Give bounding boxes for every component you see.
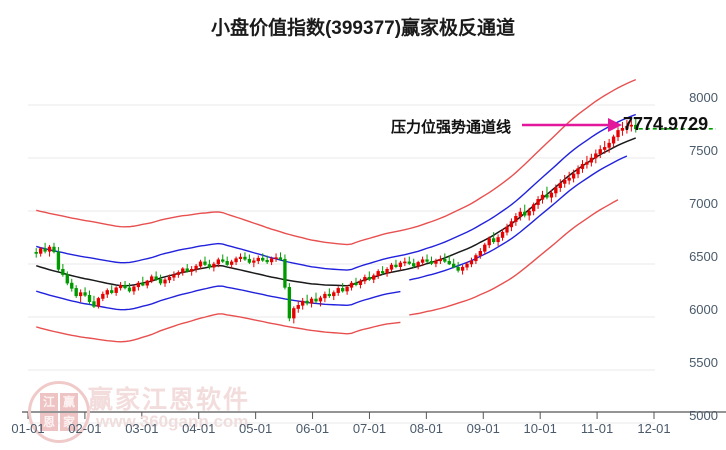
- y-axis-tick: 7000: [689, 196, 718, 211]
- x-axis-tick: 06-01: [295, 421, 330, 436]
- y-axis-tick: 5500: [689, 355, 718, 370]
- y-axis-tick: 5000: [689, 408, 718, 423]
- y-axis-tick: 6500: [689, 249, 718, 264]
- x-axis-tick: 08-01: [409, 421, 443, 436]
- page-title: 小盘价值指数(399377)赢家极反通道: [210, 18, 516, 39]
- x-axis-tick: 07-01: [352, 421, 387, 436]
- x-axis-tick: 10-01: [523, 421, 557, 436]
- gridlines: [28, 104, 655, 424]
- outer-channel-lines: [36, 78, 637, 343]
- x-axis-tick: 09-01: [466, 421, 500, 436]
- x-axis-tick: 03-01: [125, 421, 159, 436]
- y-axis-tick: 8000: [689, 90, 718, 105]
- y-axis-tick: 6000: [689, 302, 718, 317]
- x-axis-tick: 04-01: [182, 421, 216, 436]
- x-axis-tick: 02-01: [68, 421, 102, 436]
- annotation-arrow: [522, 118, 622, 132]
- x-axis-tick: 11-01: [580, 421, 614, 436]
- last-price-value: 7774.9729: [623, 114, 709, 134]
- axis-lines-and-ticks: [22, 411, 726, 419]
- x-axis-tick: 01-01: [11, 421, 45, 436]
- x-axis-tick: 12-01: [637, 421, 671, 436]
- mid-channel-line: [35, 137, 637, 287]
- candlestick-series: [34, 117, 638, 324]
- annotation-label: 压力位强势通道线: [391, 119, 512, 136]
- x-axis-tick: 05-01: [239, 421, 273, 436]
- y-axis-tick: 7500: [689, 143, 718, 158]
